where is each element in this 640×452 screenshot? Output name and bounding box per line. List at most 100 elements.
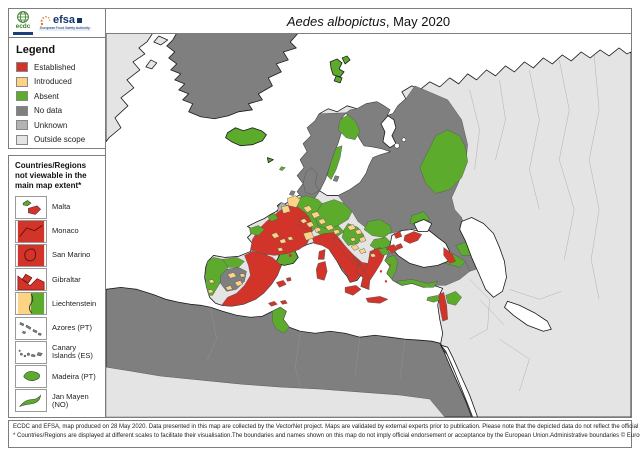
efsa-logo: efsa European Food Safety Authority <box>39 15 91 32</box>
region-sweden-east-absent <box>326 145 343 180</box>
efsa-logo-tagline: European Food Safety Authority <box>39 26 91 32</box>
region-albania-established <box>351 257 371 290</box>
map-title: Aedes albopictus, May 2020 <box>287 14 450 29</box>
region-ne-greece-absent <box>377 247 391 256</box>
sidebar-item-gibraltar: Gibraltar <box>15 268 100 292</box>
efsa-logo-square <box>77 18 83 24</box>
region-corsica-established <box>317 249 326 260</box>
sidebar-item-liechtenstein: Liechtenstein <box>15 292 100 316</box>
lake-onega <box>401 137 407 142</box>
sidebar-item-azores: Azores (PT) <box>15 316 100 340</box>
region-turkey-south-absent <box>395 279 438 288</box>
monaco-thumbnail <box>15 219 47 243</box>
azores-thumbnail <box>15 316 47 340</box>
legend-item-outside-scope: Outside scope <box>16 134 98 145</box>
map-title-bar: Aedes albopictus, May 2020 <box>105 8 632 34</box>
region-east-spain-established <box>221 251 282 307</box>
map-title-species: Aedes albopictus <box>286 13 386 29</box>
countries-sidebar: Countries/Regions not viewable in the ma… <box>8 155 106 418</box>
sidebar-item-jan-mayen: Jan Mayen (NO) <box>15 389 100 413</box>
countries-heading: Countries/Regions not viewable in the ma… <box>15 161 87 190</box>
region-crimea-established <box>403 231 423 244</box>
region-east-black-sea-established <box>443 247 456 264</box>
madeira-thumbnail <box>15 365 47 389</box>
logo-box: ecdc efsa European Food Safety Authority <box>8 8 106 38</box>
outside-scope-color-chip <box>16 134 28 145</box>
gibraltar-thumbnail <box>15 268 47 292</box>
region-syria-absent <box>445 291 462 306</box>
aegean-island-dot <box>392 272 395 275</box>
established-color-chip <box>16 62 28 72</box>
sidebar-item-canary-islands: Canary Islands (ES) <box>15 340 100 364</box>
region-jan-mayen <box>266 157 274 164</box>
ecdc-logo-bar <box>13 31 33 35</box>
no-data-color-chip <box>16 105 28 116</box>
legend-item-unknown: Unknown <box>16 120 98 130</box>
jan-mayen-thumbnail <box>15 389 47 413</box>
sidebar-item-san-marino: San Marino <box>15 243 100 268</box>
efsa-logo-text: efsa <box>53 14 76 27</box>
aegean-island-dot <box>388 264 392 267</box>
efsa-swirl-icon <box>40 15 51 25</box>
sidebar-item-madeira: Madeira (PT) <box>15 365 100 389</box>
europe-map-svg <box>106 33 631 417</box>
region-lapland-absent <box>337 114 361 140</box>
legend-item-absent: Absent <box>16 91 98 101</box>
region-levant-established <box>438 292 448 322</box>
region-sicily-established <box>344 285 362 296</box>
footer-line-1: ECDC and EFSA, map produced on 28 May 20… <box>13 424 640 430</box>
footer-line-2: * Countries/Regions are displayed at dif… <box>13 433 640 440</box>
region-svalbard <box>329 55 351 84</box>
region-balearics-established <box>276 277 292 288</box>
liechtenstein-thumbnail <box>15 292 47 316</box>
russia-borders <box>469 54 600 392</box>
lake-ladoga <box>394 142 400 149</box>
region-tunisia-north-established <box>268 300 288 307</box>
sidebar-item-monaco: Monaco <box>15 219 100 243</box>
caspian-sea <box>459 217 507 298</box>
region-romania-absent <box>363 219 393 238</box>
europe-map <box>105 33 632 418</box>
africa-borders <box>206 307 406 388</box>
introduced-patches <box>207 195 377 294</box>
region-sardinia-established <box>315 261 328 281</box>
legend: Legend Established Introduced Absent No … <box>8 37 106 149</box>
footer-disclaimer: ECDC and EFSA, map produced on 28 May 20… <box>8 420 640 448</box>
sea-of-azov <box>413 219 433 232</box>
legend-item-established: Established <box>16 62 98 72</box>
region-central-russia-absent <box>419 129 468 194</box>
region-faroe <box>279 166 286 171</box>
gotland <box>332 175 340 182</box>
region-brittany-absent <box>249 225 265 236</box>
white-sea <box>380 115 397 149</box>
persian-gulf <box>504 300 552 332</box>
region-romania-coast-established <box>393 231 404 250</box>
legend-item-no-data: No data <box>16 105 98 116</box>
legend-title: Legend <box>16 44 56 56</box>
legend-item-introduced: Introduced <box>16 76 98 87</box>
region-crete-established <box>365 296 389 304</box>
region-north-america <box>106 33 154 143</box>
red-sea <box>440 344 478 417</box>
introduced-color-chip <box>16 76 28 87</box>
region-north-spain-absent <box>222 257 245 268</box>
malta-thumbnail <box>15 195 47 219</box>
absent-color-chip <box>16 91 28 101</box>
region-tunisia-absent <box>272 307 290 334</box>
region-west-iberia-absent <box>205 257 229 296</box>
sidebar-item-malta: Malta <box>15 195 100 219</box>
canary-islands-thumbnail <box>15 340 47 364</box>
aegean-island-dot <box>384 280 388 283</box>
region-arctic-islands <box>145 35 169 70</box>
ecdc-logo: ecdc <box>13 11 33 35</box>
region-cyprus <box>426 295 442 303</box>
region-london-established <box>288 253 292 258</box>
region-greenland <box>166 33 299 120</box>
region-shetland <box>289 190 296 196</box>
region-iceland <box>225 127 267 147</box>
map-title-date: , May 2020 <box>385 13 451 29</box>
unknown-color-chip <box>16 120 28 130</box>
region-normandy-absent <box>267 213 279 222</box>
region-pannonia-absent <box>341 223 365 246</box>
